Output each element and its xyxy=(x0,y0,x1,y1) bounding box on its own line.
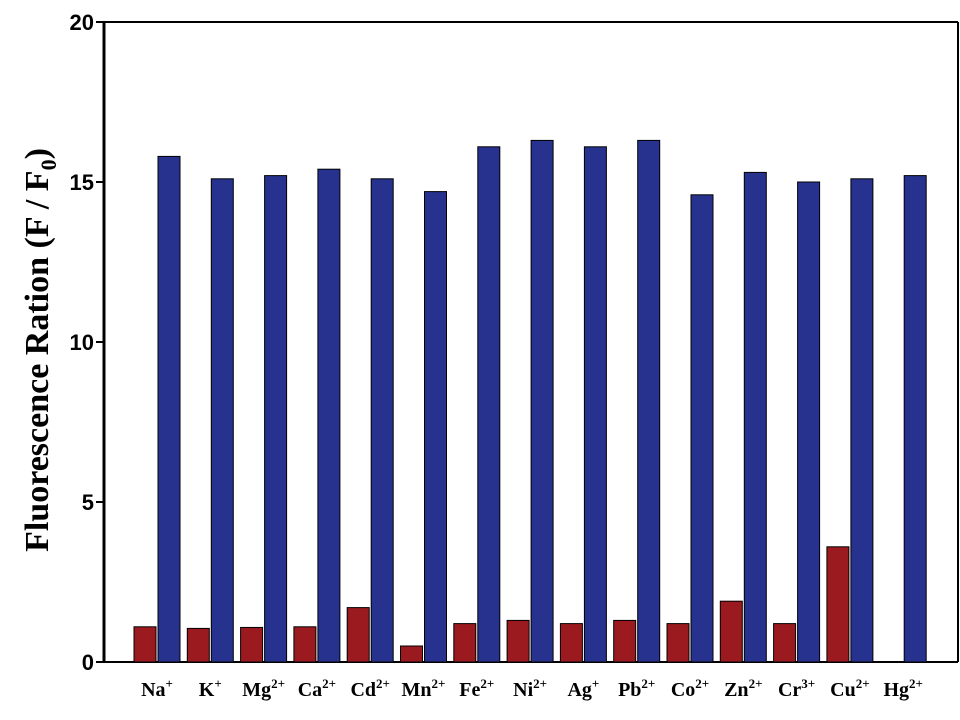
y-axis-label-subscript: 0 xyxy=(36,159,61,170)
x-tick-label-superscript: + xyxy=(592,676,599,691)
bar-series1-ni xyxy=(506,619,530,663)
x-tick-label-base: Co xyxy=(671,679,695,701)
bar-series2-hg xyxy=(903,175,927,663)
bar-series1-co xyxy=(666,623,690,663)
x-tick-label: K+ xyxy=(199,676,222,701)
x-tick-label: Cr3+ xyxy=(778,676,815,701)
x-tick-label: Hg2+ xyxy=(883,676,922,701)
x-tick-label: Ni2+ xyxy=(513,676,547,701)
x-tick-label-superscript: 2+ xyxy=(749,676,763,691)
x-tick-label-superscript: 2+ xyxy=(271,676,285,691)
bar-series1-fe xyxy=(453,623,477,663)
bar-series2-fe xyxy=(477,146,501,663)
bar-series1-cd xyxy=(346,607,370,663)
bar-series1-zn xyxy=(719,600,743,663)
x-tick-label: Fe2+ xyxy=(459,676,494,701)
x-tick-label: Mn2+ xyxy=(402,676,446,701)
x-tick-label: Pb2+ xyxy=(618,676,655,701)
x-tick-label: Co2+ xyxy=(671,676,709,701)
x-tick-label-superscript: + xyxy=(166,676,173,691)
bar-series2-ca xyxy=(317,168,341,663)
bar-series1-cu xyxy=(826,546,850,663)
x-tick-label-base: Fe xyxy=(459,679,480,701)
bar-series2-mn xyxy=(424,191,447,663)
x-tick-label-superscript: 2+ xyxy=(909,676,923,691)
y-tick-label: 5 xyxy=(82,490,94,515)
x-tick-label: Cu2+ xyxy=(830,676,870,701)
x-tick-label-superscript: 3+ xyxy=(801,676,815,691)
category-labels: Na+ K+ Mg2+ Ca2+ Cd2+ Mn2+ Fe2+ Ni2+ Ag+ Pb2+ Co2+… xyxy=(141,676,923,701)
bar-series2-co xyxy=(690,194,714,663)
bar-series1-mg xyxy=(240,626,264,663)
x-tick-label-base: Pb xyxy=(618,679,641,701)
x-tick-label-base: Hg xyxy=(883,679,909,701)
bar-series2-zn xyxy=(743,171,767,663)
bar-series2-cd xyxy=(370,178,394,663)
x-tick-label: Na+ xyxy=(141,676,173,701)
x-tick-label-superscript: 2+ xyxy=(432,676,446,691)
x-tick-label: Mg2+ xyxy=(242,676,285,701)
bar-series2-pb xyxy=(637,139,661,663)
bars xyxy=(133,139,927,663)
x-tick-label-superscript: 2+ xyxy=(641,676,655,691)
bar-series2-mg xyxy=(264,175,288,663)
x-tick-label-base: Ag xyxy=(567,679,591,701)
x-tick-label-superscript: 2+ xyxy=(376,676,390,691)
bar-series2-k xyxy=(210,178,234,663)
bar-series1-ca xyxy=(293,626,317,663)
bar-series1-mn xyxy=(400,645,423,663)
bar-series2-cu xyxy=(850,178,874,663)
x-tick-label-base: Cr xyxy=(778,679,801,701)
bar-series2-ag xyxy=(583,146,607,663)
bar-series1-pb xyxy=(613,619,637,663)
y-tick-label: 15 xyxy=(70,170,94,195)
bar-series1-ag xyxy=(559,623,583,663)
x-tick-label-base: Cu xyxy=(830,679,856,701)
x-tick-label-base: Zn xyxy=(724,679,748,701)
bar-series2-ni xyxy=(530,139,554,663)
bar-series2-cr xyxy=(797,181,821,663)
x-tick-label-superscript: 2+ xyxy=(533,676,547,691)
x-tick-label: Cd2+ xyxy=(350,676,390,701)
y-axis-label-close: ) xyxy=(19,148,56,159)
y-tick-label: 20 xyxy=(70,10,94,35)
x-tick-label-superscript: 2+ xyxy=(695,676,709,691)
y-tick-label: 0 xyxy=(82,650,94,675)
y-axis-label: Fluorescence Ration (F / F0) xyxy=(19,148,61,552)
bar-series1-na xyxy=(133,626,157,663)
y-tick-label: 10 xyxy=(70,330,94,355)
x-tick-label-base: Na xyxy=(141,679,165,701)
y-ticks: 0 5 10 15 20 xyxy=(70,10,104,675)
y-axis-label-main: Fluorescence Ration (F / F xyxy=(19,170,56,551)
x-tick-label: Ca2+ xyxy=(298,676,336,701)
bar-series2-na xyxy=(157,155,181,663)
x-tick-label-base: Mn xyxy=(402,679,432,701)
x-tick-label-base: Cd xyxy=(350,679,376,701)
x-tick-label-base: Mg xyxy=(242,679,271,701)
bar-series1-cr xyxy=(773,623,797,663)
x-tick-label: Zn2+ xyxy=(724,676,762,701)
x-tick-label-base: Ni xyxy=(513,679,533,701)
x-tick-label-superscript: 2+ xyxy=(856,676,870,691)
x-tick-label: Ag+ xyxy=(567,676,599,701)
x-tick-label-superscript: + xyxy=(214,676,221,691)
x-tick-label-superscript: 2+ xyxy=(322,676,336,691)
bar-series1-k xyxy=(186,627,210,663)
x-tick-label-base: K xyxy=(199,679,215,701)
x-tick-label-superscript: 2+ xyxy=(480,676,494,691)
x-tick-label-base: Ca xyxy=(298,679,322,701)
